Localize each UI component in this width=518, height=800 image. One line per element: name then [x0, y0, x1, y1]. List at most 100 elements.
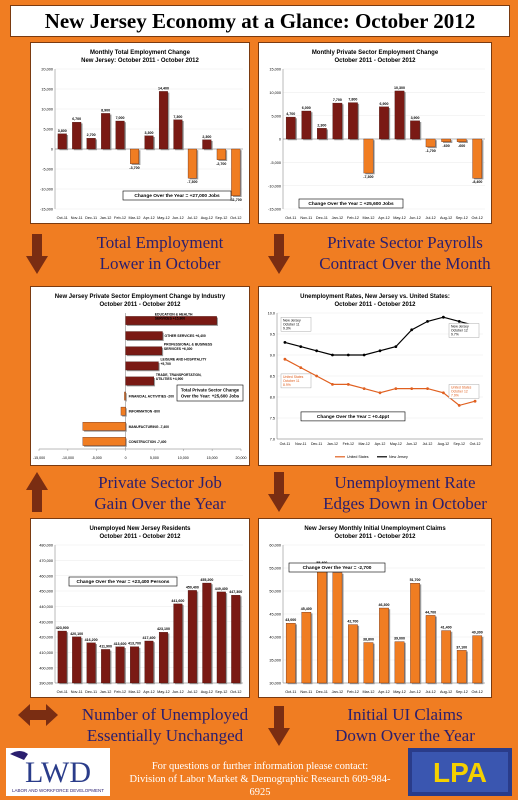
bar [125, 331, 163, 340]
us-start-callout-box [280, 373, 312, 389]
bar [158, 91, 168, 150]
bar [285, 116, 296, 140]
chart-subtitle: October 2011 - October 2012 [334, 58, 416, 64]
category-label: PROFESSIONAL & BUSINESS [164, 343, 213, 347]
x-tick-label: Oct-12 [472, 216, 483, 220]
bar [379, 607, 389, 684]
x-tick-label: 20,000 [236, 456, 247, 460]
data-label: -600 [458, 144, 465, 148]
data-point [410, 328, 414, 332]
caption-ui-claims: Initial UI Claims Down Over the Year [300, 704, 510, 746]
y-tick-label: 55,000 [269, 567, 281, 571]
y-tick-label: 20,000 [41, 68, 53, 72]
x-tick-label: Nov-11 [71, 216, 83, 220]
x-tick-label: Dec-11 [316, 216, 328, 220]
data-label: 413,700 [128, 642, 141, 646]
bar [187, 590, 197, 684]
x-tick-label: Feb-12 [347, 216, 359, 220]
annotation-box [288, 562, 386, 573]
x-tick-label: Oct-11 [285, 690, 296, 694]
bar [57, 630, 67, 684]
data-point [362, 353, 366, 357]
caption-line: Total Employment [96, 233, 224, 252]
data-label: 447,300 [229, 590, 242, 594]
data-label: 2,300 [317, 123, 326, 127]
bar [317, 128, 327, 140]
data-label: 43,000 [285, 618, 296, 622]
data-label: 423,900 [56, 626, 69, 630]
data-label: 10,300 [394, 86, 405, 90]
x-tick-label: Feb-12 [114, 216, 126, 220]
x-tick-label: May-12 [393, 216, 406, 220]
legend-label: United States [347, 455, 369, 459]
data-point [315, 349, 319, 353]
down-arrow-icon [26, 234, 48, 274]
x-tick-label: -15,000 [33, 456, 45, 460]
bar [231, 148, 241, 196]
data-label: 6,700 [72, 117, 81, 121]
x-tick-label: Dec-11 [85, 690, 97, 694]
annotation-text: Change Over the Year = +0.4ppt [317, 414, 390, 420]
annotation-box [68, 576, 178, 587]
caption-line: Unemployment Rate [334, 473, 476, 492]
data-point [299, 345, 303, 348]
x-tick-label: Jan-12 [332, 216, 344, 220]
x-tick-label: Apr-12 [375, 442, 386, 446]
category-label: UTILITIES +4,900 [156, 377, 184, 381]
y-tick-label: 7.0 [270, 438, 275, 442]
contact-info: For questions or further information ple… [120, 760, 400, 799]
us-end-callout: United States [451, 386, 472, 390]
private-sector-chart: Monthly Private Sector Employment Change… [258, 42, 492, 224]
annotation-text: Change Over the Year = +27,000 Jobs [134, 193, 220, 199]
bar [115, 646, 125, 684]
data-label: -7,300 [187, 180, 197, 184]
us-end-callout: 7.9% [451, 394, 459, 398]
data-label: -11,700 [230, 198, 242, 202]
x-tick-label: Apr-12 [378, 216, 389, 220]
bar [130, 646, 140, 684]
y-tick-label: 8.0 [270, 396, 275, 400]
bar [101, 113, 111, 150]
category-label: TRADE, TRANSPORTATION, [156, 373, 202, 377]
annotation-text: Change Over the Year = +23,400 Persons [77, 579, 170, 585]
bar [332, 572, 343, 684]
data-label: 2,300 [202, 135, 211, 139]
x-tick-label: Feb-12 [114, 690, 126, 694]
y-tick-label: -5,000 [42, 168, 53, 172]
y-tick-label: 9.0 [270, 354, 275, 358]
caption-line: Gain Over the Year [94, 494, 226, 513]
total-employment-chart: Monthly Total Employment Change New Jerse… [30, 42, 250, 224]
bar [441, 630, 451, 684]
y-tick-label: 420,000 [39, 636, 53, 640]
lwd-logo-text: LWD [25, 756, 91, 789]
bar [216, 591, 226, 684]
y-tick-label: 50,000 [269, 590, 281, 594]
data-label: 40,300 [472, 631, 483, 635]
x-tick-label: Jan-12 [100, 690, 112, 694]
data-label: -7,300 [363, 175, 373, 179]
y-tick-label: 390,000 [39, 682, 53, 686]
y-tick-label: 10.0 [268, 312, 275, 316]
bar [348, 624, 358, 684]
caption-line: Private Sector Job [98, 473, 222, 492]
data-label: -2,700 [216, 162, 226, 166]
data-label: 7,000 [116, 116, 125, 120]
annotation-text: Total Private Sector Change [181, 388, 240, 393]
data-label: 2,700 [87, 133, 96, 137]
data-label: 4,700 [286, 112, 295, 116]
annotation-text: Change Over the Year = -2,700 [303, 565, 372, 571]
x-tick-label: Oct-11 [57, 216, 68, 220]
y-tick-label: 30,000 [269, 682, 281, 686]
y-tick-label: 9.5 [270, 333, 275, 337]
bar [456, 138, 467, 142]
y-tick-label: 10,000 [269, 91, 281, 95]
data-label: 51,700 [410, 578, 421, 582]
data-point [315, 374, 319, 378]
data-point [283, 341, 287, 344]
unemployment-rate-chart: Unemployment Rates, New Jersey vs. Unite… [258, 286, 492, 466]
us-rate-line [284, 358, 476, 407]
data-point [299, 366, 303, 369]
bar [125, 376, 155, 386]
x-tick-label: Feb-12 [343, 442, 354, 446]
lpa-logo: LPA [408, 748, 512, 796]
